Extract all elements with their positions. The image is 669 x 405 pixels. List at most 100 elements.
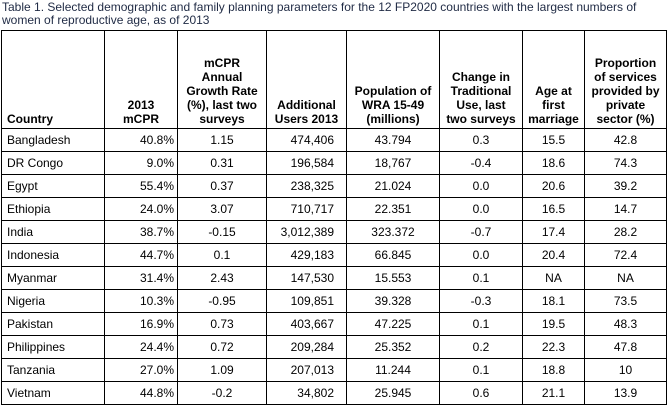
- header-population-wra: Population of WRA 15-49 (millions): [346, 30, 440, 129]
- header-growth-rate: mCPR Annual Growth Rate (%), last two su…: [177, 30, 267, 129]
- additional-users-cell: 196,584: [266, 151, 347, 175]
- additional-users-cell: 109,851: [266, 289, 347, 313]
- growth-rate-cell: 2.43: [177, 266, 267, 290]
- traditional-use-cell: 0.2: [439, 335, 523, 359]
- private-sector-cell: 42.8: [584, 128, 667, 152]
- marriage-age-cell: 17.4: [522, 220, 585, 244]
- header-private-sector-share: Proportion of services provided by priva…: [584, 30, 667, 129]
- growth-rate-cell: 0.37: [177, 174, 267, 198]
- mcpr-cell: 38.7%: [104, 220, 178, 244]
- mcpr-cell: 44.8%: [104, 381, 178, 405]
- traditional-use-cell: -0.3: [439, 289, 523, 313]
- additional-users-cell: 34,802: [266, 381, 347, 405]
- mcpr-cell: 9.0%: [104, 151, 178, 175]
- growth-rate-cell: 0.72: [177, 335, 267, 359]
- table-row: Pakistan 16.9% 0.73 403,667 47.225 0.1 19.5 48.…: [1, 312, 667, 336]
- country-cell: Egypt: [1, 174, 105, 198]
- marriage-age-cell: 22.3: [522, 335, 585, 359]
- growth-rate-cell: 0.1: [177, 243, 267, 267]
- traditional-use-cell: 0.1: [439, 312, 523, 336]
- population-cell: 18,767: [346, 151, 440, 175]
- country-cell: Vietnam: [1, 381, 105, 405]
- country-cell: Myanmar: [1, 266, 105, 290]
- header-country: Country: [1, 30, 105, 129]
- additional-users-cell: 209,284: [266, 335, 347, 359]
- growth-rate-cell: -0.2: [177, 381, 267, 405]
- traditional-use-cell: 0.3: [439, 128, 523, 152]
- population-cell: 21.024: [346, 174, 440, 198]
- table-row: Ethiopia 24.0% 3.07 710,717 22.351 0.0 16.5 14.…: [1, 197, 667, 221]
- population-cell: 39.328: [346, 289, 440, 313]
- marriage-age-cell: 20.6: [522, 174, 585, 198]
- table-row: Indonesia 44.7% 0.1 429,183 66.845 0.0 20.4 72.…: [1, 243, 667, 267]
- table-row: India 38.7% -0.15 3,012,389 323.372 -0.7 17.4 2…: [1, 220, 667, 244]
- country-cell: Ethiopia: [1, 197, 105, 221]
- table-row: Tanzania 27.0% 1.09 207,013 11.244 0.1 18.8 10: [1, 358, 667, 382]
- mcpr-cell: 55.4%: [104, 174, 178, 198]
- population-cell: 22.351: [346, 197, 440, 221]
- private-sector-cell: 28.2: [584, 220, 667, 244]
- table-row: Bangladesh 40.8% 1.15 474,406 43.794 0.3 15.5 4…: [1, 128, 667, 152]
- mcpr-cell: 24.4%: [104, 335, 178, 359]
- table-row: Nigeria 10.3% -0.95 109,851 39.328 -0.3 18.1 73…: [1, 289, 667, 313]
- table-caption: Table 1. Selected demographic and family…: [2, 0, 637, 27]
- population-cell: 25.945: [346, 381, 440, 405]
- private-sector-cell: 13.9: [584, 381, 667, 405]
- table-row: Vietnam 44.8% -0.2 34,802 25.945 0.6 21.1 13.9: [1, 381, 667, 405]
- population-cell: 11.244: [346, 358, 440, 382]
- mcpr-cell: 27.0%: [104, 358, 178, 382]
- mcpr-cell: 24.0%: [104, 197, 178, 221]
- private-sector-cell: 14.7: [584, 197, 667, 221]
- mcpr-cell: 31.4%: [104, 266, 178, 290]
- header-row: Country 2013 mCPR mCPR Annual Growth Rat…: [1, 30, 667, 129]
- private-sector-cell: 47.8: [584, 335, 667, 359]
- country-cell: Pakistan: [1, 312, 105, 336]
- data-table: Country 2013 mCPR mCPR Annual Growth Rat…: [1, 30, 667, 405]
- additional-users-cell: 474,406: [266, 128, 347, 152]
- table-row: Egypt 55.4% 0.37 238,325 21.024 0.0 20.6 39.2: [1, 174, 667, 198]
- traditional-use-cell: -0.7: [439, 220, 523, 244]
- traditional-use-cell: 0.1: [439, 358, 523, 382]
- mcpr-cell: 10.3%: [104, 289, 178, 313]
- table-row: Philippines 24.4% 0.72 209,284 25.352 0.2 22.3…: [1, 335, 667, 359]
- growth-rate-cell: 0.73: [177, 312, 267, 336]
- marriage-age-cell: 19.5: [522, 312, 585, 336]
- mcpr-cell: 40.8%: [104, 128, 178, 152]
- private-sector-cell: 73.5: [584, 289, 667, 313]
- additional-users-cell: 207,013: [266, 358, 347, 382]
- growth-rate-cell: 1.15: [177, 128, 267, 152]
- private-sector-cell: 39.2: [584, 174, 667, 198]
- traditional-use-cell: 0.0: [439, 243, 523, 267]
- growth-rate-cell: 1.09: [177, 358, 267, 382]
- header-traditional-use-change: Change in Traditional Use, last two surv…: [439, 30, 523, 129]
- private-sector-cell: 72.4: [584, 243, 667, 267]
- traditional-use-cell: 0.0: [439, 197, 523, 221]
- additional-users-cell: 147,530: [266, 266, 347, 290]
- private-sector-cell: NA: [584, 266, 667, 290]
- growth-rate-cell: 0.31: [177, 151, 267, 175]
- traditional-use-cell: 0.1: [439, 266, 523, 290]
- country-cell: India: [1, 220, 105, 244]
- country-cell: DR Congo: [1, 151, 105, 175]
- marriage-age-cell: 15.5: [522, 128, 585, 152]
- country-cell: Philippines: [1, 335, 105, 359]
- header-mcpr: 2013 mCPR: [104, 30, 178, 129]
- marriage-age-cell: NA: [522, 266, 585, 290]
- population-cell: 15.553: [346, 266, 440, 290]
- traditional-use-cell: 0.6: [439, 381, 523, 405]
- additional-users-cell: 710,717: [266, 197, 347, 221]
- country-cell: Nigeria: [1, 289, 105, 313]
- mcpr-cell: 16.9%: [104, 312, 178, 336]
- growth-rate-cell: 3.07: [177, 197, 267, 221]
- country-cell: Indonesia: [1, 243, 105, 267]
- table-body: Bangladesh 40.8% 1.15 474,406 43.794 0.3 15.5 4…: [1, 128, 667, 405]
- marriage-age-cell: 18.6: [522, 151, 585, 175]
- additional-users-cell: 238,325: [266, 174, 347, 198]
- marriage-age-cell: 18.8: [522, 358, 585, 382]
- population-cell: 323.372: [346, 220, 440, 244]
- table-row: Myanmar 31.4% 2.43 147,530 15.553 0.1 NA NA: [1, 266, 667, 290]
- traditional-use-cell: -0.4: [439, 151, 523, 175]
- header-additional-users: Additional Users 2013: [266, 30, 347, 129]
- country-cell: Tanzania: [1, 358, 105, 382]
- additional-users-cell: 3,012,389: [266, 220, 347, 244]
